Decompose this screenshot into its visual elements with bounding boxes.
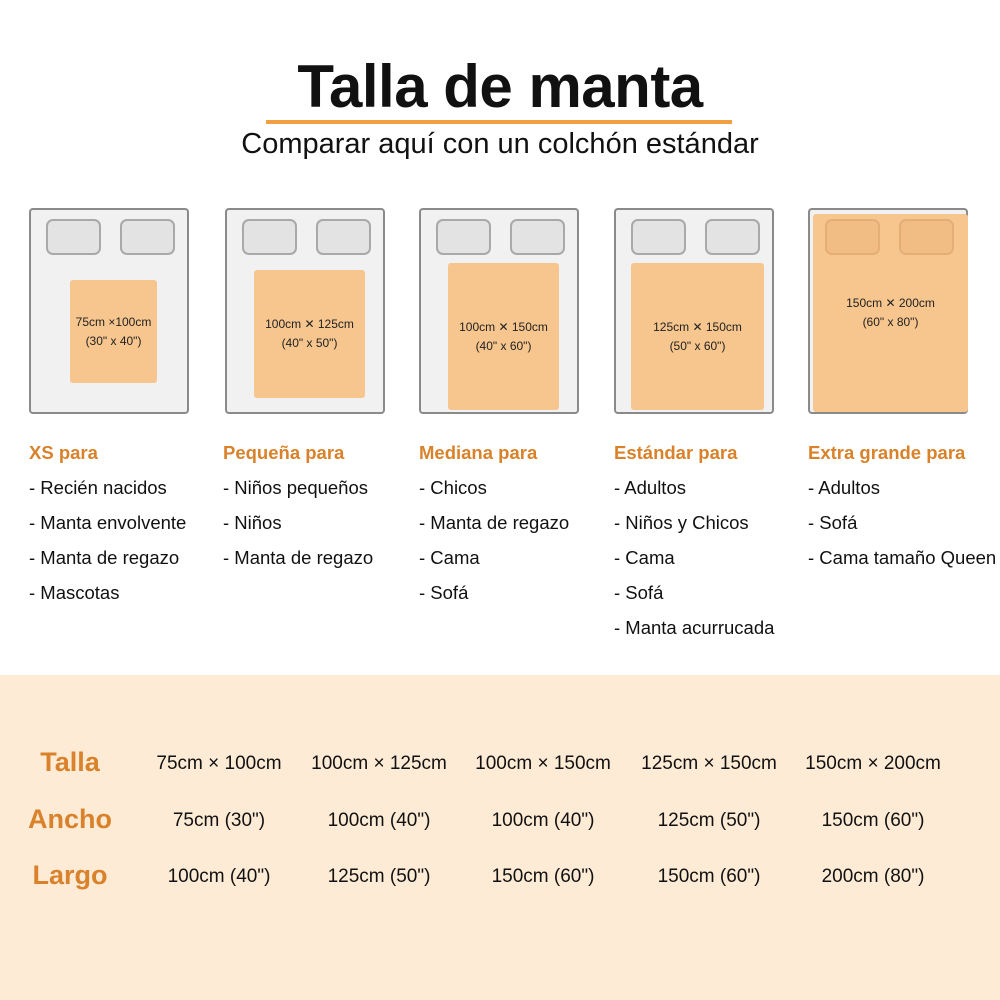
pillow-icon: [316, 219, 371, 255]
pillow-icon: [242, 219, 297, 255]
use-item: - Chicos: [419, 477, 487, 498]
blanket-size-cm: 75cm ×100cm: [75, 314, 152, 329]
use-item: - Manta acurrucada: [614, 617, 775, 638]
size-uses: Pequeña para - Niños pequeños - Niños - Man…: [223, 435, 373, 575]
pillow-icon: [825, 219, 880, 255]
page-title: Talla de manta: [297, 53, 703, 120]
blanket-size-in: (30" x 40"): [85, 333, 142, 348]
use-item: - Niños pequeños: [223, 477, 369, 498]
blanket-area: 100cm ✕ 150cm (40" x 60"): [448, 263, 559, 410]
table-cell: 150cm × 200cm: [805, 753, 941, 774]
use-item: - Recién nacidos: [29, 477, 167, 498]
table-cell: 100cm (40"): [327, 810, 431, 831]
blanket-size-in: (60" x 80"): [862, 315, 919, 329]
row-label: Largo: [32, 860, 108, 890]
blanket-area: 125cm ✕ 150cm (50" x 60"): [631, 263, 764, 410]
use-item: - Sofá: [808, 512, 858, 533]
use-item: - Cama: [419, 547, 480, 568]
use-item: - Adultos: [808, 477, 880, 498]
blanket-size-cm: 100cm ✕ 125cm: [265, 317, 354, 331]
size-heading: Mediana para: [419, 442, 538, 463]
use-item: - Sofá: [419, 582, 469, 603]
use-item: - Manta envolvente: [29, 512, 187, 533]
bed-diagram: 100cm ✕ 150cm (40" x 60"): [419, 208, 579, 414]
row-label: Ancho: [28, 804, 112, 834]
pillow-icon: [436, 219, 491, 255]
row-label: Talla: [40, 747, 100, 777]
blanket-size-in: (50" x 60"): [669, 338, 726, 353]
size-uses: Extra grande para - Adultos - Sofá - Cama t…: [808, 435, 996, 575]
table-cell: 100cm × 150cm: [475, 753, 611, 774]
title-underline: [266, 120, 732, 124]
table-cell: 150cm (60"): [821, 810, 925, 831]
use-item: - Niños y Chicos: [614, 512, 749, 533]
use-item: - Manta de regazo: [29, 547, 180, 568]
table-cell: 125cm (50"): [327, 866, 431, 887]
blanket-size-cm: 150cm ✕ 200cm: [846, 296, 935, 310]
pillow-icon: [46, 219, 101, 255]
blanket-size-in: (40" x 50"): [281, 336, 338, 350]
page-subtitle: Comparar aquí con un colchón estándar: [241, 128, 759, 160]
use-item: - Mascotas: [29, 582, 120, 603]
blanket-size-cm: 100cm ✕ 150cm: [459, 319, 548, 334]
use-item: - Niños: [223, 512, 282, 533]
pillow-icon: [705, 219, 760, 255]
use-item: - Cama: [614, 547, 675, 568]
size-heading: Estándar para: [614, 442, 738, 463]
pillow-icon: [899, 219, 954, 255]
table-cell: 125cm (50"): [657, 810, 761, 831]
bed-diagram: 125cm ✕ 150cm (50" x 60"): [614, 208, 774, 414]
table-cell: 75cm (30"): [172, 810, 266, 831]
size-heading: XS para: [29, 442, 98, 463]
bed-diagram: 150cm ✕ 200cm (60" x 80"): [808, 208, 968, 414]
bed-diagram: 75cm ×100cm (30" x 40"): [29, 208, 189, 414]
pillow-icon: [631, 219, 686, 255]
table-cell: 100cm (40"): [491, 810, 595, 831]
blanket-area: 100cm ✕ 125cm (40" x 50"): [254, 270, 365, 398]
table-cell: 100cm × 125cm: [311, 753, 447, 774]
table-cell: 200cm (80"): [821, 866, 925, 887]
use-item: - Cama tamaño Queen: [808, 547, 997, 568]
bed-diagram: 100cm ✕ 125cm (40" x 50"): [225, 208, 385, 414]
use-item: - Manta de regazo: [223, 547, 374, 568]
size-heading: Extra grande para: [808, 442, 966, 463]
table-cell: 125cm × 150cm: [641, 753, 777, 774]
pillow-icon: [120, 219, 175, 255]
size-uses: Mediana para - Chicos - Manta de regazo - C…: [419, 435, 569, 610]
size-uses: XS para - Recién nacidos - Manta envolvent…: [29, 435, 186, 610]
blanket-size-cm: 125cm ✕ 150cm: [653, 319, 742, 334]
use-item: - Sofá: [614, 582, 664, 603]
table-cell: 100cm (40"): [167, 866, 271, 887]
size-table: Talla 75cm × 100cm 100cm × 125cm 100cm × 15…: [0, 675, 1000, 1000]
table-cell: 150cm (60"): [491, 866, 595, 887]
blanket-area: 75cm ×100cm (30" x 40"): [70, 280, 157, 383]
table-cell: 150cm (60"): [657, 866, 761, 887]
pillow-icon: [510, 219, 565, 255]
table-cell: 75cm × 100cm: [156, 753, 282, 774]
size-uses: Estándar para - Adultos - Niños y Chicos - …: [614, 435, 774, 645]
use-item: - Manta de regazo: [419, 512, 570, 533]
size-heading: Pequeña para: [223, 442, 345, 463]
use-item: - Adultos: [614, 477, 686, 498]
blanket-size-in: (40" x 60"): [475, 338, 532, 353]
